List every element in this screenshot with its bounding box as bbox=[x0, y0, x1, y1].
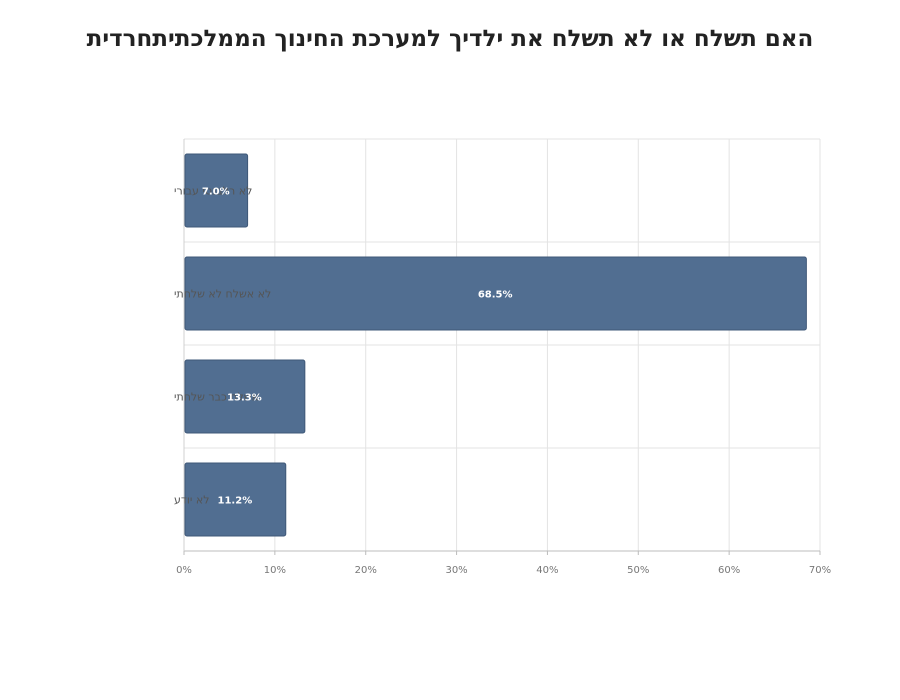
category-label: לא רלבנטי עבורי bbox=[174, 185, 252, 198]
data-label: 11.2% bbox=[218, 496, 253, 507]
data-label: 7.0% bbox=[202, 187, 230, 198]
x-tick-label: 0% bbox=[176, 565, 192, 576]
x-tick-label: 40% bbox=[536, 565, 558, 576]
category-label: לא יודע bbox=[174, 494, 209, 507]
data-label: 13.3% bbox=[227, 393, 262, 404]
category-label: לא אשלח לא שלחתי bbox=[174, 288, 271, 301]
x-tick-label: 30% bbox=[445, 565, 467, 576]
x-tick-label: 20% bbox=[355, 565, 377, 576]
data-label: 68.5% bbox=[478, 290, 513, 301]
chart-title: האם תשלח או לא תשלח את ילדיך למערכת החינ… bbox=[86, 26, 814, 52]
x-tick-label: 50% bbox=[627, 565, 649, 576]
bar bbox=[184, 256, 807, 331]
x-tick-label: 70% bbox=[809, 565, 831, 576]
bar bbox=[184, 359, 306, 434]
bar bbox=[184, 153, 249, 228]
bar bbox=[184, 462, 287, 537]
category-label: אשלח כבר שלחתי bbox=[174, 391, 259, 404]
x-tick-label: 10% bbox=[264, 565, 286, 576]
x-tick-label: 60% bbox=[718, 565, 740, 576]
